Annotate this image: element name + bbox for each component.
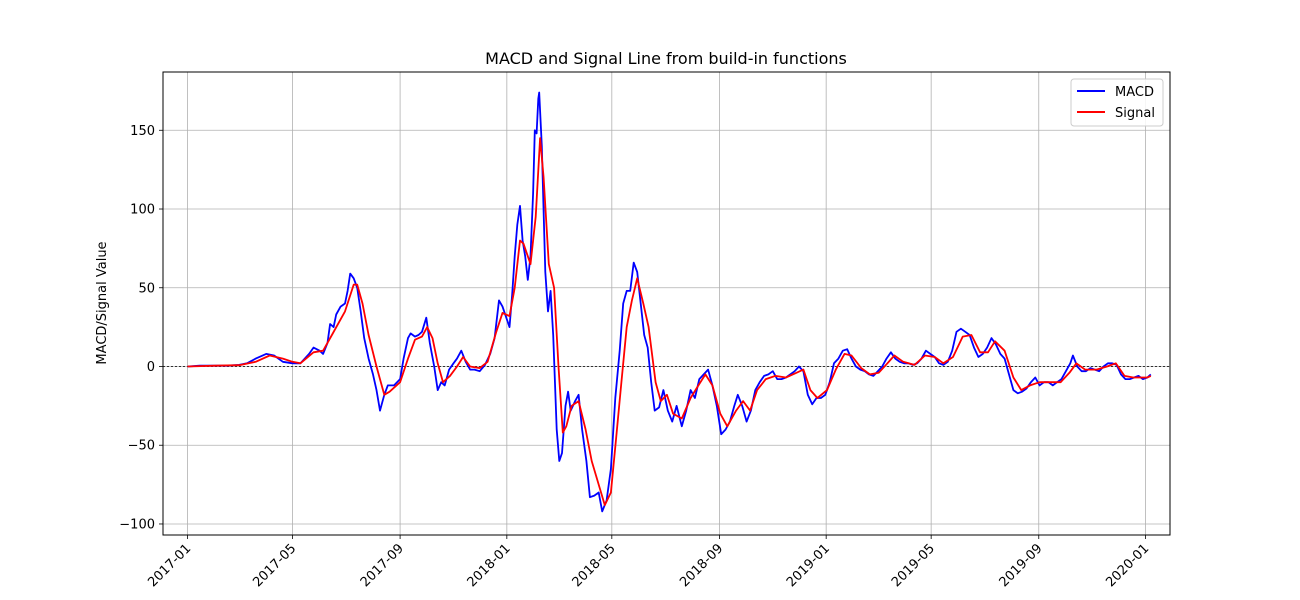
legend-label-macd: MACD: [1115, 85, 1154, 100]
grid-lines: [163, 72, 1170, 535]
chart-title: MACD and Signal Line from build-in funct…: [485, 49, 847, 68]
macd-line: [187, 91, 1152, 513]
y-tick-label: 50: [138, 281, 155, 296]
signal-line: [187, 137, 1152, 507]
y-tick-label: 0: [147, 360, 155, 375]
y-axis-label: MACD/Signal Value: [95, 241, 110, 364]
legend-label-signal: Signal: [1115, 106, 1155, 121]
y-tick-label: 100: [130, 203, 155, 218]
plot-frame: [162, 71, 1171, 536]
series-lines: [187, 91, 1152, 513]
y-tick-label: −100: [119, 517, 155, 532]
legend: MACD Signal: [1070, 78, 1164, 127]
y-tick-label: 150: [130, 124, 155, 139]
y-axis-ticks: −100 −50 0 50 100 150: [119, 124, 163, 532]
y-tick-label: −50: [128, 439, 155, 454]
